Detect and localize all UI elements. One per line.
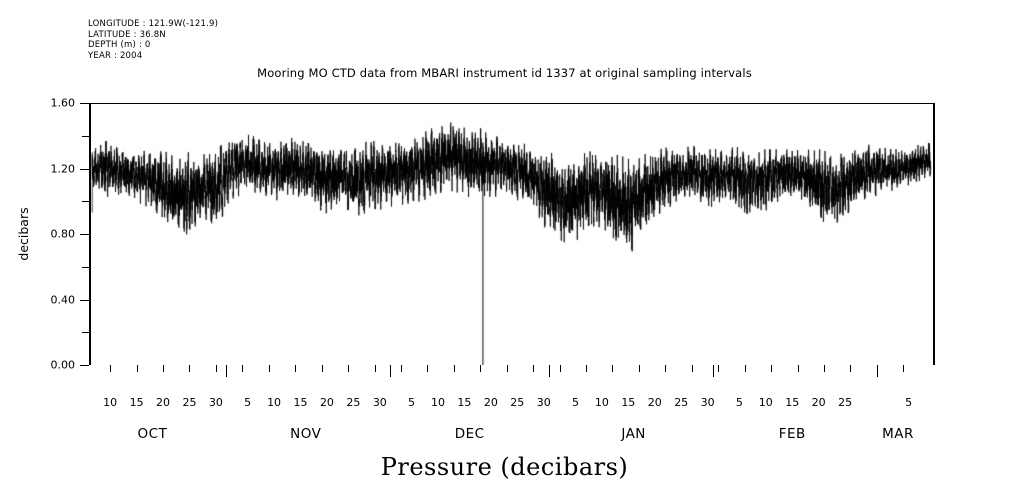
x-axis-month-tick xyxy=(876,365,878,377)
y-axis-tick-label: 0.00 xyxy=(50,358,76,372)
metadata-latitude: LATITUDE : 36.8N xyxy=(88,29,166,40)
x-axis: 10 15 20 25 30 5 10 15 20 25 30 5 10 15 20 25 30 5 10 15 20 2… xyxy=(89,365,935,409)
x-axis-month-labels: OCT NOV DEC JAN FEB MAR xyxy=(89,426,935,446)
chart-title: Mooring MO CTD data from MBARI instrumen… xyxy=(257,66,752,80)
y-axis-tick xyxy=(80,168,89,170)
x-axis-tick-label: 10 xyxy=(430,396,445,409)
x-axis-tick-label: 5 xyxy=(408,396,416,409)
x-axis-tick xyxy=(718,365,720,372)
x-axis-tick-label: 20 xyxy=(156,396,171,409)
x-axis-month-tick xyxy=(549,365,550,377)
x-axis-tick-label: 5 xyxy=(244,396,252,409)
x-axis-tick-label: 5 xyxy=(735,396,743,409)
x-axis-tick-label: 10 xyxy=(594,396,609,409)
x-axis-tick-label: 10 xyxy=(267,396,282,409)
month-label: OCT xyxy=(137,426,168,442)
x-axis-tick-label: 5 xyxy=(571,396,579,409)
x-axis-tick-label: 10 xyxy=(758,396,773,409)
x-axis-tick xyxy=(480,365,482,372)
x-axis-tick-label: 25 xyxy=(838,396,853,409)
x-axis-tick-label: 25 xyxy=(510,396,525,409)
month-label: FEB xyxy=(778,426,806,442)
x-axis-tick xyxy=(533,365,535,372)
x-axis-tick-label: 25 xyxy=(346,396,361,409)
x-axis-tick-label: 30 xyxy=(372,396,387,409)
x-axis-tick-label: 30 xyxy=(536,396,551,409)
x-axis-tick xyxy=(427,365,429,372)
x-axis-tick xyxy=(612,365,614,372)
x-axis-tick xyxy=(268,365,270,372)
x-axis-tick-label: 20 xyxy=(483,396,498,409)
x-axis-tick-label: 25 xyxy=(674,396,689,409)
y-axis-tick xyxy=(82,266,89,268)
x-axis-tick-label: 10 xyxy=(103,396,118,409)
y-axis-tick-label: 1.60 xyxy=(50,96,76,110)
x-axis-tick xyxy=(321,365,323,372)
x-axis-tick xyxy=(453,365,455,372)
x-axis-tick xyxy=(189,365,191,372)
metadata-longitude: LONGITUDE : 121.9W(-121.9) xyxy=(88,19,219,29)
y-axis-tick-label: 0.80 xyxy=(50,227,76,241)
x-axis-tick xyxy=(242,365,244,372)
month-label: MAR xyxy=(882,426,914,442)
x-axis-tick-label: 15 xyxy=(293,396,308,409)
x-axis-tick-label: 15 xyxy=(621,396,636,409)
metadata-block: LONGITUDE : 121.9W(-121.9) LATITUDE : 36… xyxy=(88,19,218,61)
x-axis-tick-label: 25 xyxy=(182,396,197,409)
x-axis-tick xyxy=(163,365,165,372)
x-axis-tick xyxy=(744,365,746,372)
x-axis-month-tick xyxy=(226,365,228,377)
x-axis-tick xyxy=(348,365,350,372)
x-axis-tick xyxy=(691,365,693,372)
y-axis-title: decibars xyxy=(16,207,31,261)
x-axis-tick xyxy=(110,365,112,372)
x-axis-tick xyxy=(506,365,508,372)
plot-area xyxy=(89,103,935,365)
metadata-year: YEAR : 2004 xyxy=(88,50,143,61)
x-axis-tick-label: 30 xyxy=(700,396,715,409)
x-axis-tick-label: 20 xyxy=(811,396,826,409)
x-axis-tick xyxy=(374,365,376,372)
x-axis-tick xyxy=(903,365,905,372)
x-axis-tick xyxy=(823,365,825,372)
x-axis-tick-label: 5 xyxy=(905,396,913,409)
y-axis-tick-label: 1.20 xyxy=(50,162,76,175)
metadata-depth: DEPTH (m) : 0 xyxy=(88,40,151,50)
x-axis-tick xyxy=(665,365,667,372)
x-axis-tick xyxy=(295,365,297,372)
y-axis-tick xyxy=(80,103,89,104)
x-axis-tick xyxy=(850,365,852,372)
x-axis-month-tick xyxy=(390,365,392,377)
x-axis-tick-label: 15 xyxy=(129,396,144,409)
x-axis-month-tick xyxy=(712,365,714,377)
x-axis-tick xyxy=(136,365,138,372)
x-axis-tick-label: 15 xyxy=(785,396,800,409)
x-axis-tick xyxy=(559,365,561,372)
month-label: JAN xyxy=(621,426,646,442)
y-axis-tick xyxy=(80,299,89,301)
x-axis-tick xyxy=(771,365,773,372)
x-axis-tick xyxy=(215,365,217,372)
x-axis-tick xyxy=(638,365,640,372)
month-label: DEC xyxy=(454,426,485,442)
x-axis-tick xyxy=(797,365,799,372)
x-axis-tick xyxy=(586,365,588,372)
month-label: NOV xyxy=(290,426,322,442)
y-axis-tick-label: 0.40 xyxy=(50,293,76,306)
y-axis: 0.00 0.40 0.80 1.20 1.60 xyxy=(0,97,89,372)
x-axis-tick-label: 20 xyxy=(647,396,662,409)
y-axis-tick xyxy=(82,201,89,203)
x-axis-tick-label: 15 xyxy=(457,396,472,409)
pressure-series-plot xyxy=(89,103,935,365)
y-axis-tick xyxy=(82,332,89,334)
y-axis-tick xyxy=(82,135,89,137)
y-axis-tick xyxy=(80,234,89,235)
x-axis-title: Pressure (decibars) xyxy=(380,453,629,481)
y-axis-tick xyxy=(80,365,89,366)
x-axis-tick xyxy=(400,365,402,372)
x-axis-tick-label: 20 xyxy=(319,396,334,409)
x-axis-tick-label: 30 xyxy=(208,396,223,409)
